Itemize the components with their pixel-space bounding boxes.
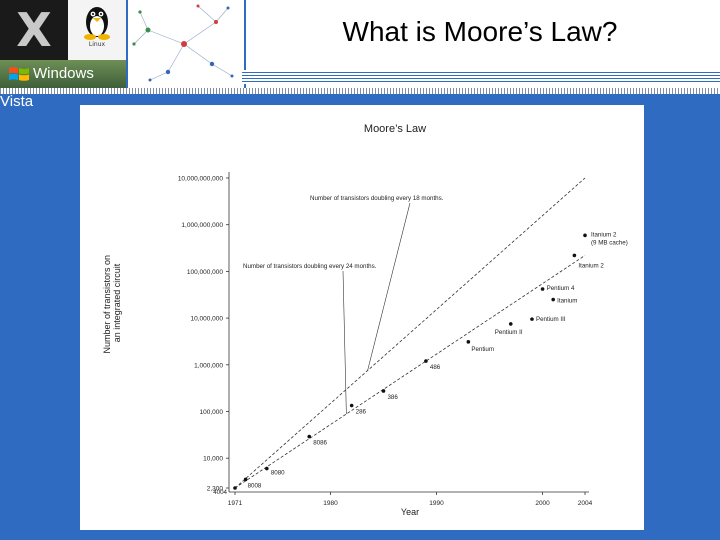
y-tick-label: 100,000	[200, 409, 224, 416]
header-divider	[0, 88, 720, 94]
processor-point	[508, 322, 513, 326]
processor-point	[466, 340, 471, 344]
y-tick-label: 100,000,000	[187, 269, 224, 276]
y-tick-label: 10,000,000,000	[178, 176, 224, 183]
processor-label: 286	[356, 409, 367, 416]
y-axis-label-line-1: Number of transistors on	[102, 255, 112, 354]
processor-label: Itanium	[557, 298, 577, 305]
processor-point	[540, 287, 545, 291]
x-tick-label: 1971	[228, 500, 243, 507]
processor-label: 386	[387, 394, 398, 401]
processor-label: Itanium 2	[591, 231, 617, 238]
y-tick-label: 1,000,000,000	[181, 222, 223, 229]
processor-point	[307, 434, 312, 439]
y-tick-label: 10,000,000	[190, 316, 223, 323]
processor-label: 486	[430, 364, 441, 371]
processor-label: Itanium 2	[578, 262, 604, 269]
processor-label: 8080	[271, 470, 285, 477]
trend-line-24-months	[234, 255, 586, 489]
chart-title: Moore’s Law	[364, 123, 426, 135]
processor-point	[583, 233, 587, 238]
trend-line-18-months	[234, 177, 586, 489]
y-axis-label: Number of transistors on an integrated c…	[102, 252, 122, 353]
processor-label: 4004	[213, 489, 227, 496]
y-tick-label: 2,300	[207, 486, 224, 493]
os-logos: X Linux Windows Vista	[0, 0, 126, 110]
processor-label: Pentium 4	[547, 285, 575, 292]
x-tick-label: 2004	[578, 500, 593, 507]
annotation-leader-line	[342, 270, 347, 415]
processor-label: Pentium II	[495, 329, 523, 336]
processor-point	[572, 253, 577, 258]
processor-point	[349, 403, 354, 408]
processor-point	[424, 359, 428, 363]
processor-point	[265, 466, 269, 471]
processor-point	[530, 317, 534, 321]
processor-label: 8086	[313, 440, 327, 447]
x-tick-label: 2000	[535, 500, 550, 507]
processor-point	[233, 486, 237, 490]
slide-title: What is Moore’s Law?	[342, 16, 618, 47]
tux-penguin-icon	[84, 7, 110, 40]
processor-label: Pentium	[471, 346, 494, 353]
moores-law-chart: Moore’s Law Number of transistors on an …	[102, 123, 628, 517]
processor-label: 8008	[248, 482, 262, 489]
slide-header: X Linux Windows Vista	[0, 0, 720, 110]
network-graph-image	[126, 0, 246, 88]
linux-tux-logo: Linux	[68, 0, 126, 60]
x-tick-label: 1980	[323, 500, 338, 507]
annotation-leader-line	[367, 202, 411, 371]
header-decorative-rules	[242, 70, 720, 84]
moores-law-figure: Moore’s Law Number of transistors on an …	[80, 105, 644, 530]
y-tick-label: 1,000,000	[194, 362, 223, 369]
processor-sublabel: (9 MB cache)	[591, 239, 628, 246]
trend-annotation: Number of transistors doubling every 18 …	[310, 195, 444, 202]
linux-caption: Linux	[88, 41, 106, 48]
x-tick-label: 1990	[429, 500, 444, 507]
windows-vista-logo: Windows Vista	[0, 60, 126, 110]
processor-point	[551, 297, 555, 302]
processor-label: Pentium III	[536, 316, 566, 323]
trend-annotation: Number of transistors doubling every 24 …	[243, 263, 377, 270]
mac-os-x-logo: X	[0, 0, 68, 60]
windows-flag-icon	[9, 67, 29, 81]
y-tick-label: 10,000	[203, 456, 223, 463]
network-graph-icon	[132, 4, 234, 82]
windows-vista-label: Windows Vista	[0, 65, 94, 110]
y-axis-label-line-2: an integrated circuit	[112, 263, 122, 342]
processor-point	[381, 389, 386, 393]
x-axis-label: Year	[401, 507, 419, 517]
processor-point	[243, 477, 248, 482]
